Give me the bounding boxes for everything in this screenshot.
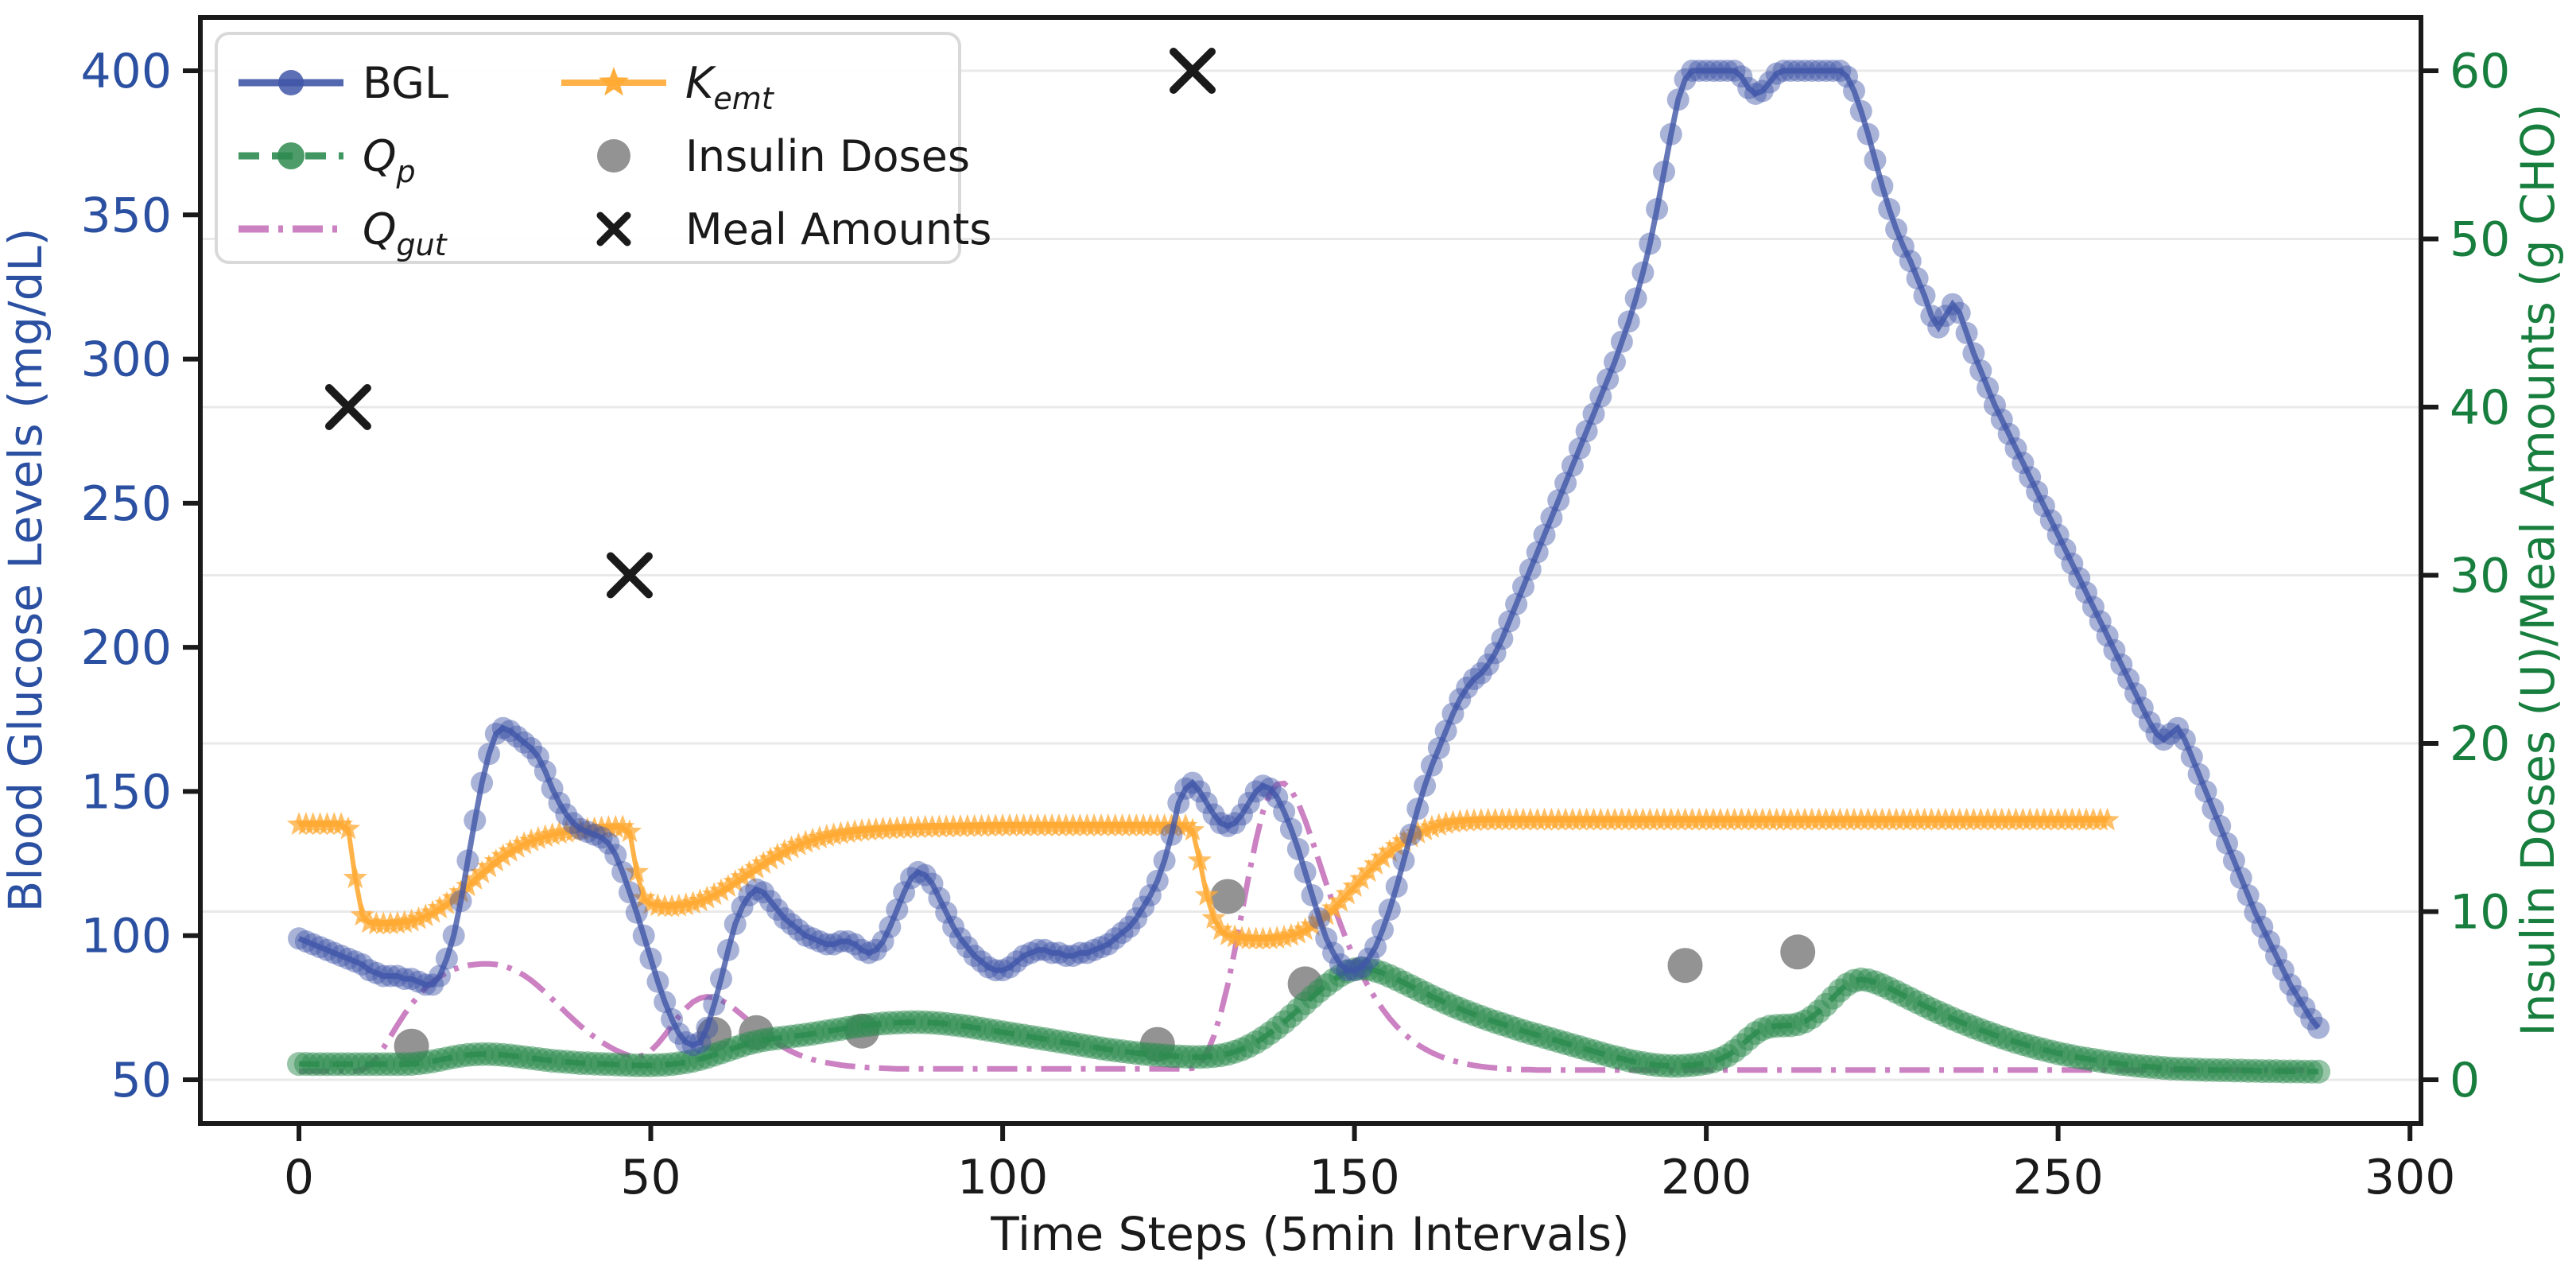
legend-meal-x-icon: [596, 212, 631, 246]
qgut-line: [299, 780, 2305, 1074]
legend-sample-marker: [277, 142, 305, 169]
x-axis-label: Time Steps (5min Intervals): [990, 1207, 1629, 1261]
y-left-tick-label: 200: [80, 620, 172, 676]
x-tick-label: 0: [284, 1150, 314, 1205]
legend-label-bgl: BGL: [363, 58, 448, 108]
y-right-tick-label: 30: [2450, 549, 2510, 604]
legend-entry-meals: Meal Amounts: [596, 204, 991, 254]
y-left-tick-label: 50: [111, 1053, 172, 1108]
y-axis-left-label: Blood Glucose Levels (mg/dL): [0, 228, 52, 913]
legend-insulin-dot-icon: [597, 139, 630, 173]
qp-markers: [287, 957, 2331, 1084]
bgl-series: [288, 60, 2330, 1057]
legend-label-qgut: Qgut: [363, 204, 448, 262]
y-right-tick-label: 50: [2450, 212, 2510, 268]
legend-label-qp: Qp: [363, 131, 416, 189]
legend: BGL Qp Qgut Kemt Insulin Doses Meal Amounts: [215, 32, 991, 264]
legend-box: [215, 32, 961, 264]
meal-amount-marker: [606, 552, 653, 599]
series-layer: [286, 60, 2331, 1084]
x-tick-label: 300: [2365, 1150, 2456, 1205]
meal-amount-marker: [1170, 48, 1216, 94]
legend-entry-qgut: Qgut: [239, 204, 448, 262]
legend-entry-qp: Qp: [239, 131, 416, 189]
x-tick-label: 50: [620, 1150, 681, 1205]
meal-markers-layer: [324, 48, 1216, 599]
legend-entry-doses: Insulin Doses: [597, 131, 970, 181]
plot-frame: [198, 15, 2423, 1126]
y-left-tick-label: 300: [80, 332, 172, 388]
legend-sample-marker: [599, 67, 629, 96]
legend-label-meals: Meal Amounts: [685, 204, 991, 254]
y-left-tick-label: 150: [80, 764, 172, 820]
legend-entry-kemt: Kemt: [561, 58, 775, 116]
qp-series: [287, 957, 2331, 1084]
insulin-doses: [394, 879, 1816, 1064]
y-right-tick-label: 40: [2450, 380, 2510, 436]
kemt-series: [286, 807, 2120, 950]
y-right-tick-label: 10: [2450, 885, 2510, 941]
legend-entry-bgl: BGL: [239, 58, 448, 108]
insulin-dose-point: [1780, 934, 1816, 970]
x-tick-label: 250: [2012, 1150, 2104, 1205]
kemt-markers: [286, 807, 2120, 950]
x-tick-label: 150: [1309, 1150, 1400, 1205]
legend-label-kemt: Kemt: [685, 58, 775, 116]
y-right-tick-label: 20: [2450, 716, 2510, 772]
y-right-tick-label: 60: [2450, 44, 2510, 99]
legend-sample-marker: [278, 70, 304, 95]
y-right-tick-label: 0: [2450, 1053, 2480, 1108]
y-left-tick-label: 350: [80, 188, 172, 243]
qgut-series: [299, 780, 2305, 1074]
insulin-dose-point: [1210, 879, 1246, 914]
y-left-tick-label: 400: [80, 44, 172, 99]
legend-label-doses: Insulin Doses: [685, 131, 970, 181]
y-axis-right-label: Insulin Doses (U)/Meal Amounts (g CHO): [2511, 104, 2565, 1037]
insulin-dose-point: [1667, 948, 1703, 984]
axes-layer: 0 50 100 150 200 250 3005010015020025030035040…: [80, 15, 2510, 1205]
y-left-tick-label: 100: [80, 909, 172, 964]
x-tick-label: 100: [957, 1150, 1049, 1205]
y-left-tick-label: 250: [80, 476, 172, 532]
x-tick-label: 200: [1661, 1150, 1752, 1205]
bgl-markers: [288, 60, 2330, 1057]
bgl-line: [297, 68, 2321, 1049]
meal-amount-marker: [324, 384, 371, 430]
